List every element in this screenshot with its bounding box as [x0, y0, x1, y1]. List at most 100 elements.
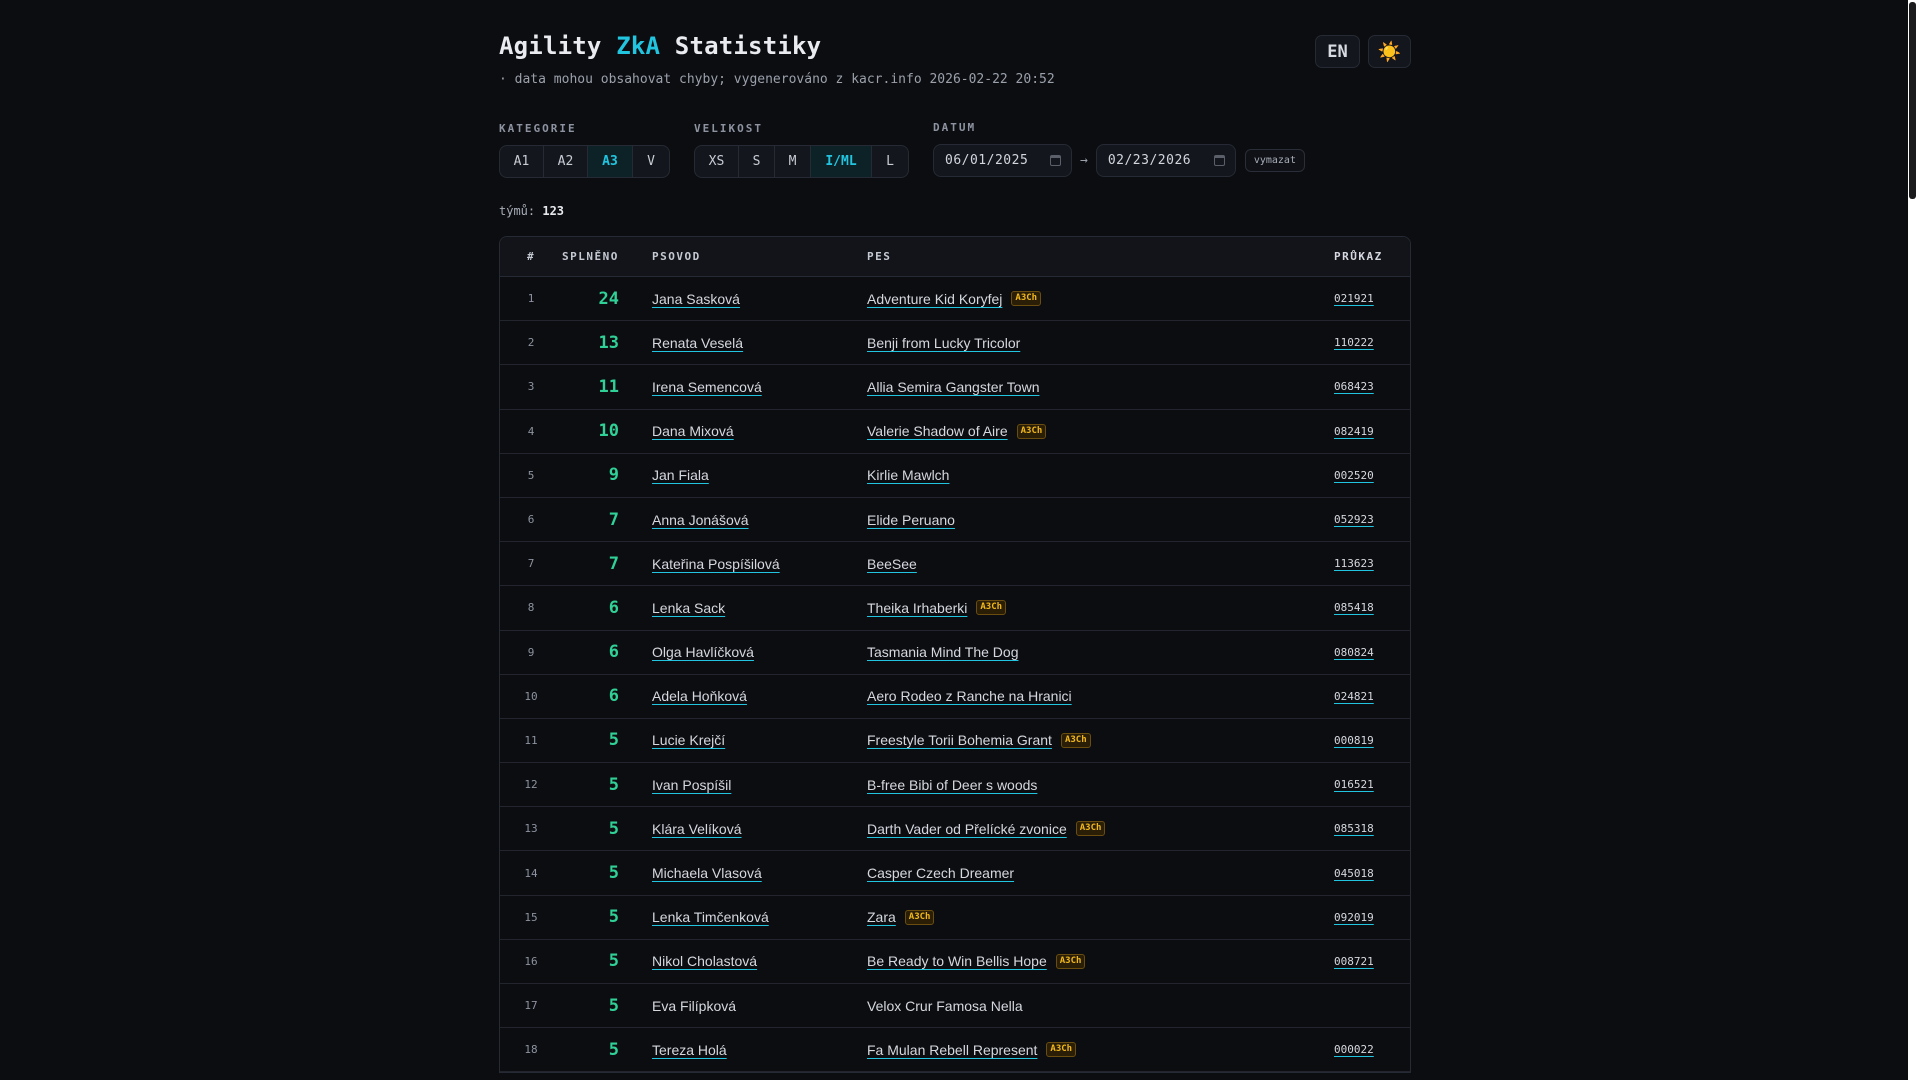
proof-link[interactable]: 052923 [1334, 513, 1374, 527]
score-cell: 11 [598, 376, 619, 397]
dog-link[interactable]: Darth Vader od Přelícké zvonice [867, 820, 1067, 837]
theme-toggle-button[interactable]: ☀️ [1368, 35, 1411, 68]
dog-link[interactable]: B-free Bibi of Deer s woods [867, 776, 1038, 793]
dog-link[interactable]: Valerie Shadow of Aire [867, 423, 1008, 440]
column-dog[interactable]: PES [867, 250, 892, 263]
handler-link[interactable]: Lucie Krejčí [652, 732, 726, 749]
column-score[interactable]: SPLNĚNO [562, 250, 619, 263]
proof-link[interactable]: 016521 [1334, 778, 1374, 792]
score-cell: 6 [608, 642, 619, 663]
table-body: 1 24 Jana Sasková Adventure Kid Koryfej A3Ch… [500, 277, 1410, 1073]
proof-link[interactable]: 080824 [1334, 645, 1374, 659]
proof-link[interactable]: 000819 [1334, 733, 1374, 747]
table-row: 8 6 Lenka Sack Theika Irhaberki A3Ch 085418 [500, 586, 1410, 631]
proof-link[interactable]: 082419 [1334, 424, 1374, 438]
dog-link[interactable]: Kirlie Mawlch [867, 467, 950, 484]
handler-link[interactable]: Anna Jonášová [652, 511, 749, 528]
category-option-v[interactable]: V [647, 154, 655, 169]
size-option-xs[interactable]: XS [695, 146, 739, 177]
proof-link[interactable]: 021921 [1334, 292, 1374, 306]
rank-cell: 11 [524, 733, 538, 747]
proof-link[interactable]: 068423 [1334, 380, 1374, 394]
dog-link[interactable]: Adventure Kid Koryfej [867, 290, 1003, 307]
handler-link[interactable]: Ivan Pospíšil [652, 776, 732, 793]
dog-link[interactable]: Elide Peruano [867, 511, 955, 528]
date-from-input[interactable]: 06/01/2025 [933, 144, 1072, 177]
size-option-l[interactable]: L [886, 154, 894, 169]
size-option-s[interactable]: S [739, 146, 775, 177]
column-rank[interactable]: # [526, 250, 536, 263]
score-cell: 5 [608, 774, 619, 795]
size-option-m[interactable]: M [775, 146, 811, 177]
proof-link[interactable]: 110222 [1334, 336, 1374, 350]
proof-link[interactable]: 113623 [1334, 557, 1374, 571]
proof-link[interactable]: 002520 [1334, 468, 1374, 482]
calendar-icon[interactable] [1213, 155, 1225, 166]
dog-link[interactable]: Freestyle Torii Bohemia Grant [867, 732, 1052, 749]
dog-link[interactable]: Zara [867, 909, 896, 926]
scrollbar[interactable] [1906, 0, 1920, 1080]
table-row: 17 5 Eva Filípková Velox Crur Famosa Nella [500, 984, 1410, 1029]
date-filter: DATUM 06/01/2025 → 02/23/2026 vymazat [933, 121, 1305, 177]
clear-dates-button[interactable]: vymazat [1244, 149, 1305, 172]
proof-link[interactable]: 085318 [1334, 822, 1374, 836]
proof-link[interactable]: 045018 [1334, 866, 1374, 880]
column-handler[interactable]: PSOVOD [652, 250, 701, 263]
date-to-value: 02/23/2026 [1107, 153, 1192, 168]
table-row: 9 6 Olga Havlíčková Tasmania Mind The Dog 08… [500, 630, 1410, 675]
scrollbar-track[interactable] [1908, 0, 1920, 1080]
handler-link[interactable]: Dana Mixová [652, 423, 734, 440]
table-row: 2 13 Renata Veselá Benji from Lucky Tricolo… [500, 321, 1410, 366]
dog-link[interactable]: Fa Mulan Rebell Represent [867, 1041, 1038, 1058]
rank-cell: 12 [524, 778, 538, 792]
proof-link[interactable]: 092019 [1334, 910, 1374, 924]
handler-link[interactable]: Lenka Sack [652, 599, 726, 616]
handler-link[interactable]: Kateřina Pospíšilová [652, 555, 780, 572]
handler-link[interactable]: Michaela Vlasová [652, 865, 762, 882]
handler-link[interactable]: Jan Fiala [652, 467, 709, 484]
title-badge: A3Ch [1046, 1042, 1077, 1058]
proof-link[interactable]: 008721 [1334, 954, 1374, 968]
handler-link[interactable]: Olga Havlíčková [652, 644, 754, 661]
language-button[interactable]: EN [1315, 35, 1360, 68]
scrollbar-thumb[interactable] [1909, 2, 1916, 199]
dog-link[interactable]: Theika Irhaberki [867, 599, 968, 616]
title-badge: A3Ch [1075, 821, 1106, 837]
category-option-a2[interactable]: A2 [544, 146, 588, 177]
table-row: 14 5 Michaela Vlasová Casper Czech Dreamer 0… [500, 851, 1410, 896]
proof-link[interactable]: 024821 [1334, 689, 1374, 703]
score-cell: 24 [598, 288, 619, 309]
dog-link[interactable]: Casper Czech Dreamer [867, 865, 1015, 882]
dog-link[interactable]: Tasmania Mind The Dog [867, 644, 1019, 661]
category-option-a1[interactable]: A1 [500, 146, 544, 177]
handler-link[interactable]: Irena Semencová [652, 378, 762, 395]
proof-link[interactable]: 000022 [1334, 1043, 1374, 1057]
size-option-iml[interactable]: I/ML [811, 146, 872, 177]
title-badge: A3Ch [976, 600, 1007, 616]
category-option-a3[interactable]: A3 [588, 146, 633, 177]
column-proof[interactable]: PRŮKAZ [1334, 250, 1383, 263]
proof-link[interactable]: 085418 [1334, 601, 1374, 615]
table-row: 7 7 Kateřina Pospíšilová BeeSee 113623 [500, 542, 1410, 587]
handler-link[interactable]: Adela Hoňková [652, 688, 747, 705]
dog-link[interactable]: Benji from Lucky Tricolor [867, 334, 1021, 351]
dog-link[interactable]: Be Ready to Win Bellis Hope [867, 953, 1047, 970]
table-row: 15 5 Lenka Timčenková Zara A3Ch 092019 [500, 895, 1410, 940]
date-to-input[interactable]: 02/23/2026 [1095, 144, 1236, 177]
dog-link[interactable]: Allia Semira Gangster Town [867, 378, 1040, 395]
results-table: # SPLNĚNO PSOVOD PES PRŮKAZ 1 24 Jana Sask… [499, 236, 1411, 1074]
rank-cell: 9 [527, 645, 535, 659]
handler-link[interactable]: Renata Veselá [652, 334, 744, 351]
handler-link[interactable]: Tereza Holá [652, 1041, 727, 1058]
handler-link[interactable]: Jana Sasková [652, 290, 740, 307]
table-header: # SPLNĚNO PSOVOD PES PRŮKAZ [500, 237, 1410, 277]
handler-link[interactable]: Lenka Timčenková [652, 909, 769, 926]
handler-link[interactable]: Klára Velíková [652, 820, 742, 837]
calendar-icon[interactable] [1050, 155, 1061, 166]
table-row: 16 5 Nikol Cholastová Be Ready to Win Belli… [500, 939, 1410, 984]
title-badge: A3Ch [1060, 732, 1091, 748]
table-row: 6 7 Anna Jonášová Elide Peruano 052923 [500, 497, 1410, 543]
dog-link[interactable]: BeeSee [867, 555, 917, 572]
dog-link[interactable]: Aero Rodeo z Ranche na Hranici [867, 688, 1072, 705]
handler-link[interactable]: Nikol Cholastová [652, 953, 758, 970]
